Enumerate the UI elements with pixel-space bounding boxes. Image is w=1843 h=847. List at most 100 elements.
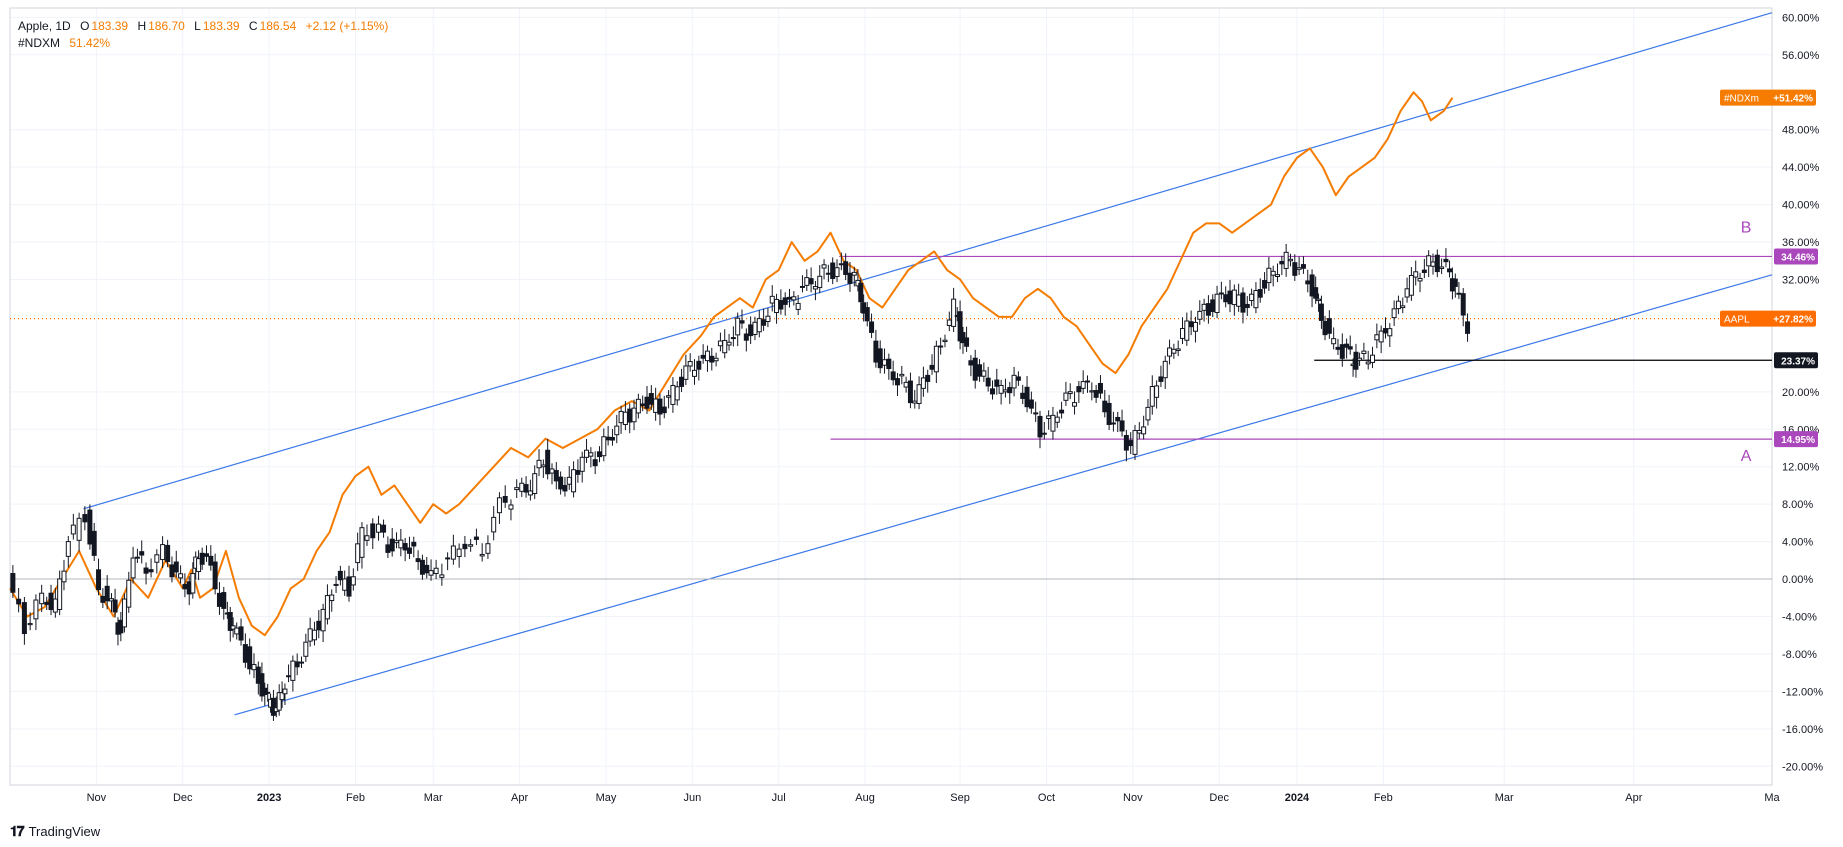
aapl-candle-up [1149, 386, 1155, 407]
aapl-candle-up [1067, 391, 1073, 395]
aapl-candle-up [39, 592, 45, 605]
aapl-candle-up [519, 482, 525, 492]
x-axis-tick-label: Mar [424, 792, 443, 804]
aapl-candle-up [160, 544, 166, 561]
aapl-candle-up [1110, 422, 1116, 425]
aapl-candle-down [424, 564, 430, 574]
aapl-candle-down [44, 601, 50, 605]
x-axis-tick-label: Apr [511, 792, 528, 804]
ndx-series-line [9, 91, 1454, 637]
close-value: 186.54 [259, 19, 297, 33]
aapl-candle-up [584, 449, 590, 458]
aapl-candle-down [82, 514, 88, 523]
tradingview-brand[interactable]: 𝟏𝟕 TradingView [10, 823, 100, 840]
aapl-candle-up [282, 688, 288, 695]
aapl-candle-up [479, 553, 485, 557]
aapl-candle-down [907, 380, 913, 404]
aapl-candle-down [199, 552, 205, 565]
aapl-candle-down [238, 626, 244, 641]
aapl-candle-up [882, 359, 888, 366]
aapl-candle-up [536, 459, 542, 469]
aapl-candle-up [320, 608, 326, 632]
aapl-candle-up [1387, 328, 1393, 337]
plot-frame [9, 7, 1773, 786]
aapl-candle-up [468, 544, 474, 547]
aapl-candle-down [957, 311, 963, 342]
aapl-candle-up [154, 554, 160, 563]
aapl-candle-up [942, 339, 948, 343]
aapl-candle-up [178, 573, 184, 579]
aapl-candle-down [415, 558, 421, 563]
aapl-candle-up [450, 545, 456, 560]
aapl-candle-up [1283, 251, 1289, 269]
aapl-candle-up [439, 574, 445, 578]
aapl-candle-up [1357, 357, 1363, 361]
y-axis-tick-label: 12.00% [1782, 462, 1820, 474]
aapl-candle-up [433, 567, 439, 575]
aapl-candle-up [286, 675, 292, 678]
price-label-badge [1720, 310, 1816, 327]
y-axis-tick-label: 0.00% [1782, 574, 1813, 586]
aapl-candle-up [834, 267, 840, 277]
aapl-candle-up [1296, 267, 1302, 270]
aapl-candle-down [1028, 399, 1034, 409]
x-axis-tick-label: Nov [87, 792, 107, 804]
aapl-candle-up [1050, 414, 1056, 432]
aapl-candle-down [381, 524, 387, 533]
aapl-candle-down [938, 345, 944, 348]
low-value: 183.39 [202, 19, 240, 33]
aapl-candle-down [825, 272, 831, 275]
aapl-candle-up [920, 377, 926, 389]
level-marker-b: B [1741, 220, 1752, 237]
aapl-candle-down [216, 592, 222, 607]
aapl-candle-down [294, 661, 300, 668]
change-value: +2.12 (+1.15%) [305, 19, 389, 33]
aapl-candle-down [48, 592, 54, 611]
aapl-candle-down [640, 403, 646, 407]
aapl-candle-up [635, 398, 641, 414]
aapl-candle-down [1210, 299, 1216, 313]
x-axis-tick-label: Jun [683, 792, 701, 804]
x-axis-tick-label: May [596, 792, 617, 804]
aapl-candle-down [679, 376, 685, 387]
aapl-candle-down [1059, 409, 1065, 414]
aapl-candle-down [139, 551, 145, 556]
aapl-candle-up [276, 692, 282, 711]
aapl-candle-down [553, 470, 559, 482]
price-label-symbol: #NDXm [1724, 94, 1759, 105]
aapl-candle-down [985, 377, 991, 387]
x-axis-tick-label: Sep [950, 792, 970, 804]
aapl-candle-up [76, 517, 82, 541]
aapl-candle-up [769, 295, 775, 304]
compare-symbol: #NDXM [18, 36, 61, 50]
aapl-candle-up [717, 340, 723, 347]
aapl-candle-down [1300, 264, 1306, 269]
aapl-candle-up [61, 570, 67, 583]
aapl-candle-down [87, 509, 93, 545]
aapl-candle-down [1223, 294, 1229, 303]
price-label-badge [1774, 248, 1818, 265]
y-axis-tick-label: 44.00% [1782, 162, 1820, 174]
aapl-candle-up [838, 263, 844, 266]
y-axis-tick-label: -4.00% [1782, 611, 1817, 623]
aapl-candle-up [1361, 350, 1367, 355]
aapl-candle-up [540, 464, 546, 468]
y-axis-tick-label: 32.00% [1782, 274, 1820, 286]
aapl-candle-up [1041, 432, 1047, 435]
aapl-candle-up [713, 357, 719, 362]
aapl-candle-up [653, 398, 659, 413]
aapl-candle-down [596, 451, 602, 458]
aapl-candle-up [951, 298, 957, 327]
aapl-candle-down [16, 598, 22, 605]
aapl-candle-up [355, 543, 361, 564]
aapl-candle-up [1162, 360, 1168, 379]
y-axis-tick-label: 60.00% [1782, 12, 1820, 24]
y-axis-tick-label: 56.00% [1782, 50, 1820, 62]
aapl-candle-up [1249, 293, 1255, 301]
aapl-candle-down [894, 378, 900, 386]
aapl-candle-down [411, 541, 417, 547]
aapl-candle-up [752, 321, 758, 335]
aapl-candle-up [1132, 430, 1138, 455]
aapl-candle-up [571, 469, 577, 493]
